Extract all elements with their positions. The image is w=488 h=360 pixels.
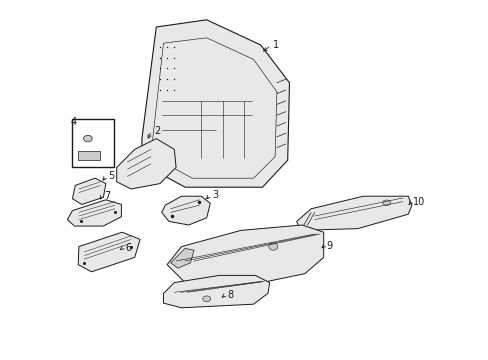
Text: 7: 7 [104,191,110,201]
Ellipse shape [203,296,210,302]
Polygon shape [162,196,210,225]
Text: 10: 10 [412,197,425,207]
Polygon shape [163,275,269,308]
Text: 6: 6 [125,243,131,253]
Ellipse shape [382,200,390,205]
Text: 2: 2 [153,126,160,136]
Text: 4: 4 [70,117,76,127]
Text: 3: 3 [212,190,218,200]
Polygon shape [72,178,106,204]
Polygon shape [142,20,289,187]
Polygon shape [170,248,194,268]
Text: 5: 5 [108,171,114,181]
Polygon shape [67,200,121,226]
Polygon shape [167,225,323,286]
Text: 9: 9 [326,240,332,251]
Polygon shape [78,151,100,160]
Bar [72,119,114,167]
Polygon shape [296,196,411,230]
Text: 1: 1 [273,40,279,50]
Ellipse shape [268,243,277,250]
Polygon shape [117,139,176,189]
Text: 8: 8 [227,290,233,300]
Polygon shape [78,232,140,272]
Ellipse shape [83,135,92,142]
